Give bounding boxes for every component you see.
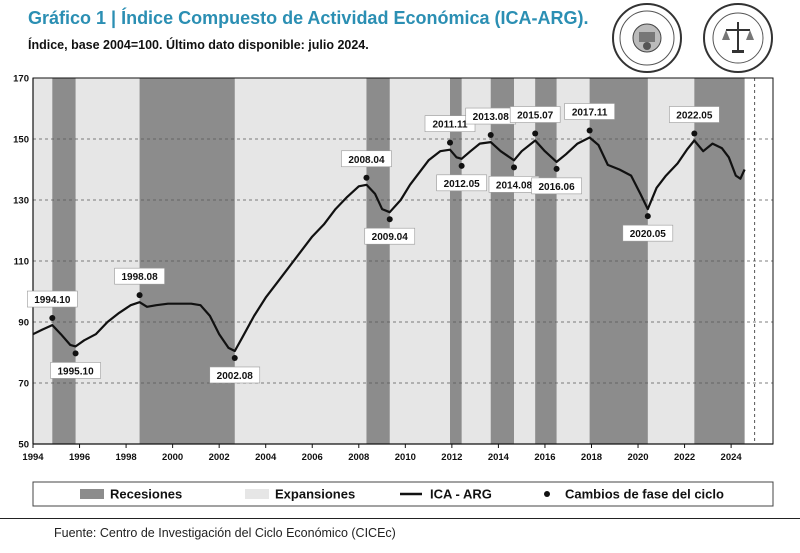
- phase-label-box: [114, 267, 165, 285]
- phase-change-point: [363, 174, 370, 181]
- x-tick-label: 2020: [627, 452, 648, 463]
- chart-subtitle: Índice, base 2004=100. Último dato dispo…: [28, 38, 369, 52]
- legend-swatch-recession: [80, 489, 104, 499]
- phase-label-box: [27, 290, 78, 308]
- y-tick-label: 110: [14, 257, 29, 268]
- x-tick-label: 2022: [674, 452, 695, 463]
- phase-change-label: 2016.06: [539, 182, 576, 193]
- phase-change-label: 2014.08: [496, 180, 533, 191]
- phase-label-box: [564, 103, 615, 120]
- legend-label: Expansiones: [275, 487, 355, 502]
- legend-label: ICA - ARG: [430, 487, 492, 502]
- y-tick-label: 150: [13, 135, 29, 146]
- phase-change-point: [447, 139, 454, 146]
- x-tick-label: 2006: [302, 452, 323, 463]
- phase-change-point: [49, 315, 56, 322]
- plot-frame: [32, 77, 774, 445]
- phase-change-point: [386, 216, 393, 223]
- phase-change-label: 2017.11: [572, 107, 608, 118]
- phase-change-label: 1998.08: [122, 272, 159, 283]
- phase-change-label: 2011.11: [432, 120, 467, 131]
- phase-change-label: 2015.07: [517, 111, 554, 122]
- phase-change-label: 2002.08: [217, 371, 254, 382]
- phase-label-box: [50, 362, 101, 379]
- phase-label-box: [209, 366, 261, 384]
- x-tick-label: 1996: [69, 452, 90, 463]
- phase-label-box: [669, 106, 720, 123]
- x-tick-label: 2018: [581, 452, 602, 463]
- legend-swatch-expansion: [245, 489, 269, 499]
- ica-arg-line: [32, 136, 746, 353]
- y-tick-label: 70: [18, 379, 29, 390]
- phase-change-point: [231, 354, 238, 361]
- phase-change-label: 2013.08: [473, 112, 510, 123]
- phase-change-point: [136, 292, 143, 299]
- chart-title: Gráfico 1 | Índice Compuesto de Activida…: [28, 8, 589, 28]
- phase-change-label: 2012.05: [444, 179, 481, 190]
- y-tick-label: 50: [18, 440, 29, 451]
- x-tick-label: 2014: [488, 452, 510, 463]
- phase-label-box: [341, 150, 392, 168]
- phase-label-box: [509, 106, 561, 123]
- x-tick-label: 2024: [721, 452, 743, 463]
- phase-label-box: [364, 227, 416, 245]
- x-tick-label: 2004: [255, 452, 277, 463]
- phase-change-label: 2008.04: [348, 155, 385, 166]
- phase-change-point: [553, 165, 560, 172]
- legend-label: Cambios de fase del ciclo: [565, 487, 724, 502]
- source-note: Fuente: Centro de Investigación del Cicl…: [54, 526, 396, 540]
- phase-label-box: [436, 174, 487, 192]
- exchange-seal-icon: [703, 3, 773, 73]
- y-tick-label: 170: [13, 74, 29, 85]
- phase-change-label: 2020.05: [630, 229, 667, 240]
- institution-seal-icon: [612, 3, 682, 73]
- x-tick-label: 2000: [162, 452, 183, 463]
- x-tick-label: 2002: [209, 452, 230, 463]
- phase-change-point: [458, 162, 465, 169]
- phase-label-box: [531, 177, 582, 195]
- phase-change-label: 2022.05: [676, 111, 713, 122]
- x-tick-label: 1994: [22, 452, 44, 463]
- x-tick-label: 1998: [116, 452, 137, 463]
- ica-arg-chart: 50 70 90 110 130 150 170 1994 1996 1998 2000 2002 20…: [13, 74, 774, 507]
- phase-change-label: 1995.10: [58, 366, 95, 377]
- phase-change-point: [691, 130, 698, 137]
- recession-band: [366, 78, 390, 444]
- x-tick-label: 2010: [395, 452, 416, 463]
- phase-label-box: [622, 224, 674, 242]
- phase-change-point: [532, 130, 539, 137]
- footer-divider: [0, 518, 800, 519]
- x-tick-label: 2016: [534, 452, 555, 463]
- phase-change-label: 2009.04: [372, 232, 409, 243]
- y-tick-label: 90: [18, 318, 29, 329]
- phase-change-point: [644, 213, 651, 220]
- legend-label: Recesiones: [110, 487, 182, 502]
- legend-swatch-dot: [544, 491, 550, 497]
- y-tick-label: 130: [13, 196, 29, 207]
- phase-change-label: 1994.10: [34, 295, 71, 306]
- phase-change-point: [487, 132, 494, 139]
- x-tick-label: 2012: [441, 452, 462, 463]
- x-tick-label: 2008: [348, 452, 369, 463]
- phase-change-point: [72, 350, 79, 357]
- phase-change-point: [511, 164, 517, 171]
- phase-change-point: [586, 127, 593, 134]
